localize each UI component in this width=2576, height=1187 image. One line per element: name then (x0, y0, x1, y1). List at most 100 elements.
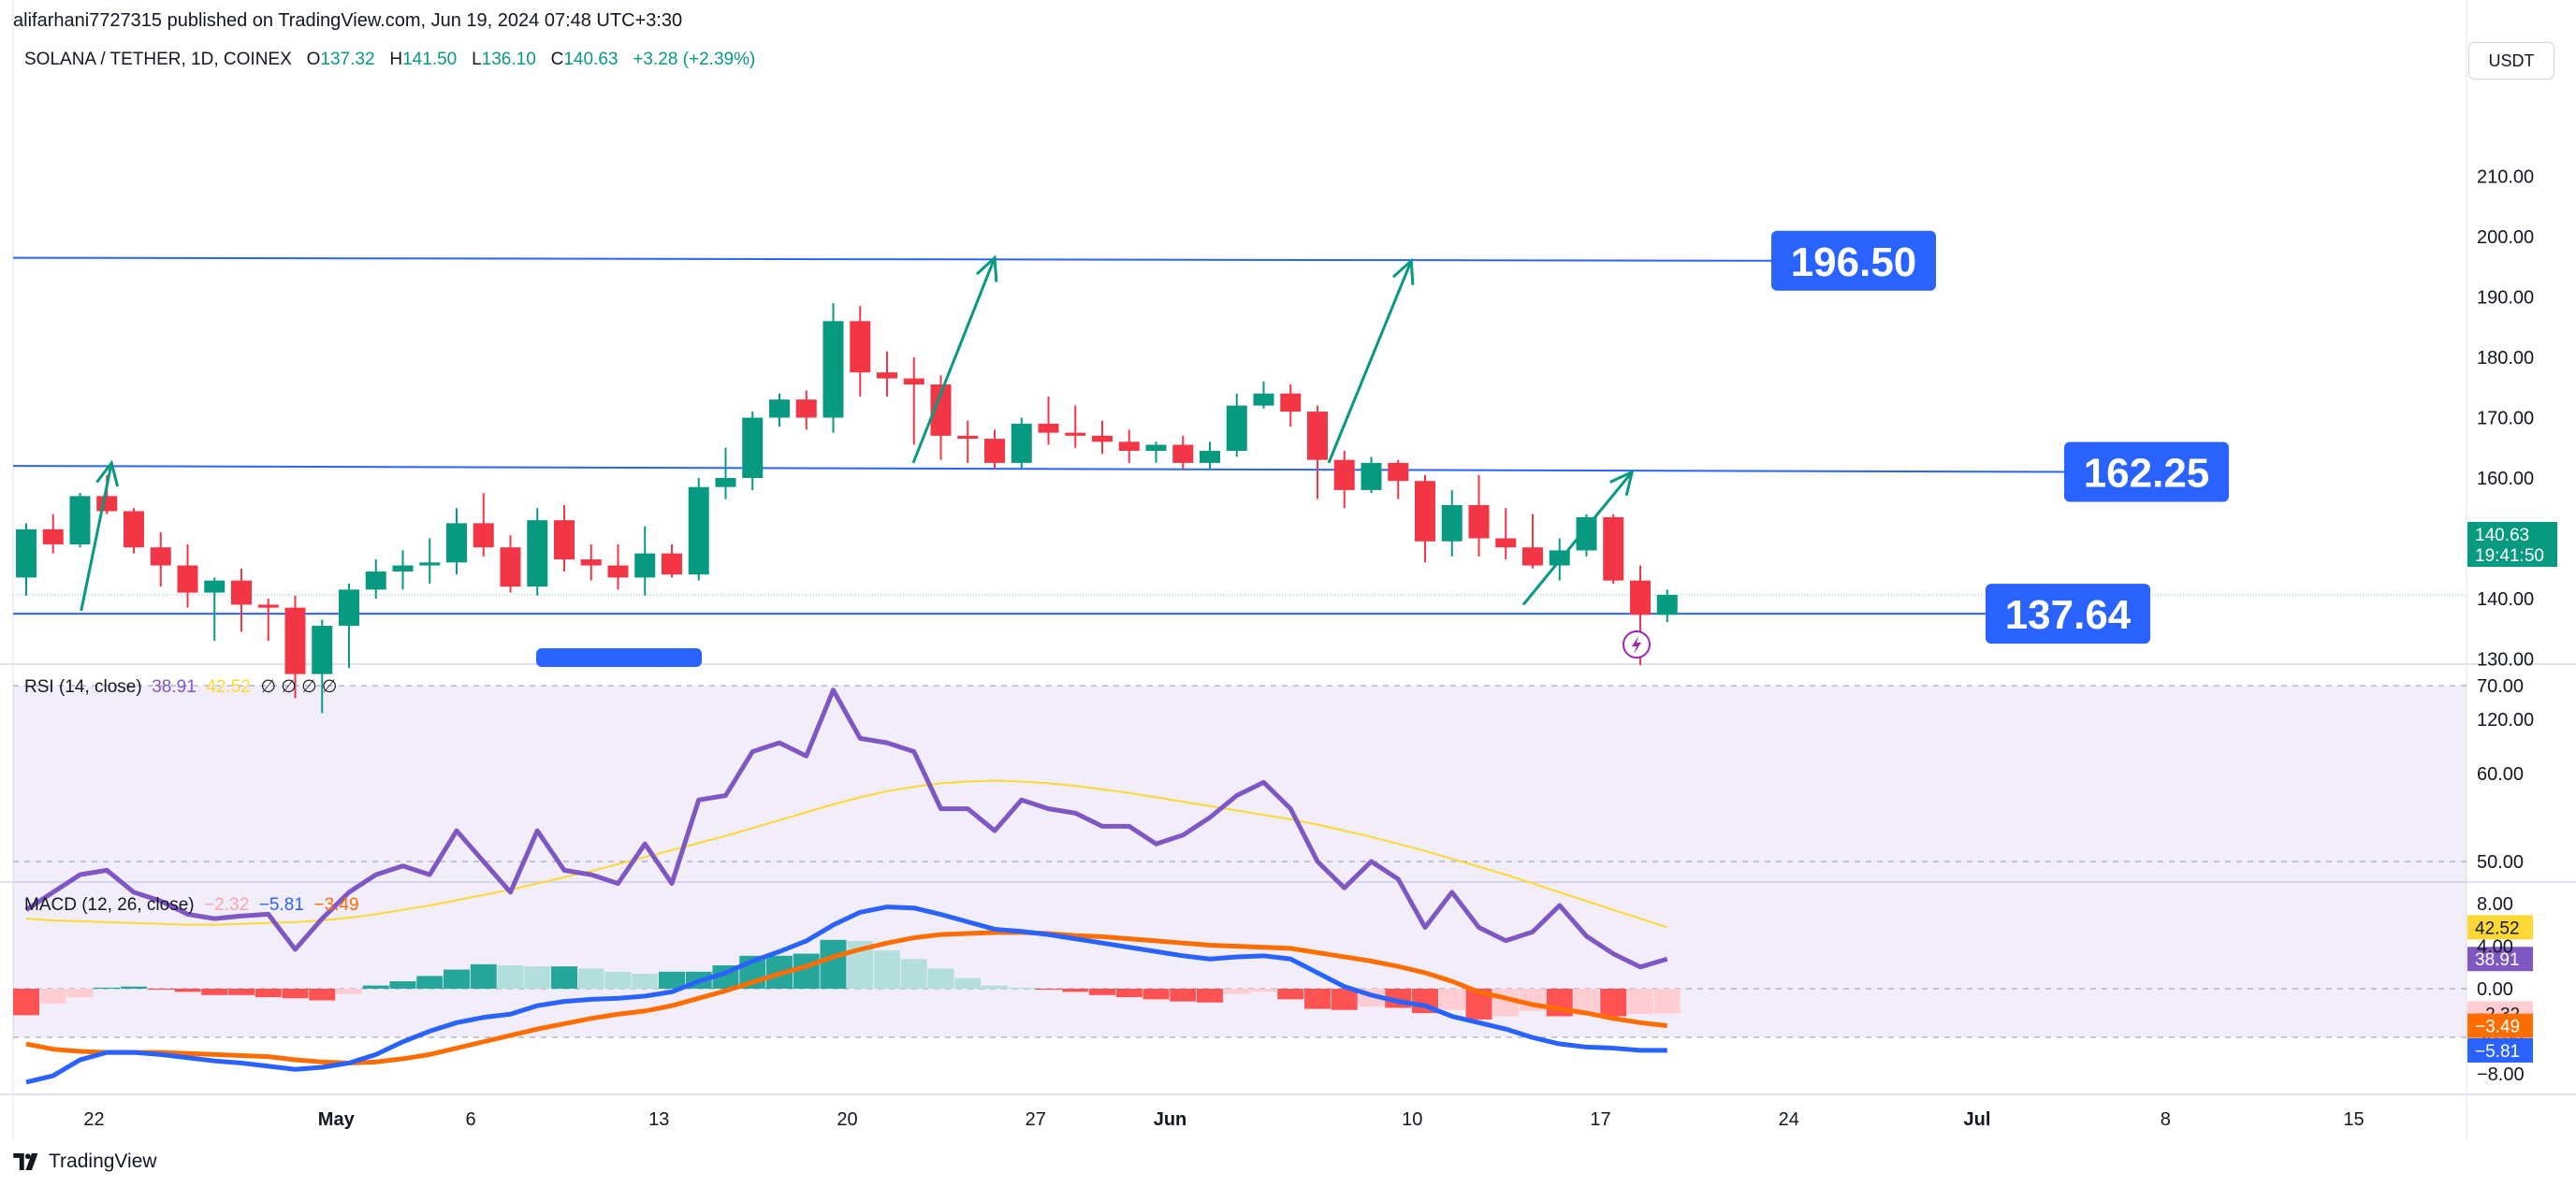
macd-histogram-bar (604, 971, 632, 989)
candle-body (257, 604, 279, 608)
candle-body (527, 520, 548, 587)
level-label-box-partial (536, 648, 702, 667)
level-label-box (2064, 442, 2229, 502)
candle-body (1333, 459, 1355, 490)
macd-legend[interactable]: MACD (12, 26, close) −2.32 −5.81 −3.49 (24, 895, 359, 916)
symbol-name[interactable]: SOLANA / TETHER, 1D, COINEX (24, 50, 292, 69)
macd-histogram-bar (1250, 989, 1277, 992)
macd-histogram-bar (201, 989, 228, 995)
price-tick-label: 140.00 (2477, 589, 2534, 610)
level-label-text: 196.50 (1791, 239, 1917, 285)
open-value: 137.32 (320, 50, 375, 69)
candle-body (204, 580, 226, 593)
macd-title: MACD (12, 26, close) (24, 895, 195, 915)
candle-body (124, 511, 144, 548)
level-label-box (1986, 584, 2150, 644)
price-tick-label: 160.00 (2477, 469, 2534, 489)
trend-arrow-head (1609, 469, 1635, 497)
macd-histogram-bar (632, 974, 659, 989)
time-tick-label: 20 (837, 1109, 857, 1130)
high-label: H (389, 50, 403, 69)
rsi-value: 38.91 (152, 677, 196, 697)
macd-histogram-bar (1062, 989, 1089, 992)
macd-histogram-bar (1170, 989, 1197, 1002)
macd-histogram-bar (13, 989, 39, 1016)
rsi-empty-values: ∅ ∅ ∅ ∅ (260, 677, 338, 697)
price-tick-label: 120.00 (2477, 710, 2534, 731)
horizontal-level-line (12, 465, 2065, 473)
candle-body (1226, 405, 1247, 451)
macd-tick-label: 8.00 (2477, 894, 2513, 915)
macd-histogram-bar (66, 989, 94, 998)
time-tick-label: 6 (465, 1109, 475, 1130)
macd-histogram-bar (147, 989, 174, 991)
candle-body (688, 486, 709, 575)
time-tick-label: Jul (1964, 1109, 1991, 1130)
rsi-tick-label: 60.00 (2477, 764, 2524, 785)
candle-body (984, 439, 1005, 463)
candle-body (1522, 547, 1543, 566)
macd-histogram-bar (1197, 989, 1223, 1003)
price-tick-label: 130.00 (2477, 650, 2534, 671)
trend-arrow-head (95, 459, 120, 487)
macd-signal-value: −3.49 (313, 895, 359, 915)
price-tick-label: 180.00 (2477, 348, 2534, 369)
rsi-badge-text: 38.91 (2475, 950, 2520, 970)
macd-histogram-bar (1035, 989, 1062, 991)
macd-tick-label: 4.00 (2477, 937, 2513, 958)
macd-histogram-bar (659, 971, 685, 989)
candle-body (1603, 516, 1624, 581)
last-price-value: 140.63 (2475, 526, 2529, 545)
candle-body (1495, 538, 1517, 548)
time-tick-label: 8 (2161, 1109, 2171, 1130)
horizontal-level-line (12, 256, 1772, 262)
candle-body (634, 553, 656, 578)
rsi-ma-badge (2467, 915, 2533, 940)
candle-body (500, 547, 521, 587)
macd-line-badge-text: −5.81 (2475, 1042, 2520, 1062)
candle-body (580, 559, 602, 566)
macd-histogram-bar (389, 981, 416, 989)
time-tick-label: 24 (1779, 1109, 1799, 1130)
macd-signal-badge-text: −3.49 (2475, 1018, 2520, 1037)
rsi-ma-badge-text: 42.52 (2475, 919, 2520, 938)
candle-body (1307, 412, 1328, 460)
candle-body (1200, 450, 1220, 463)
candle-body (1415, 481, 1435, 542)
trend-arrow-head (1391, 257, 1415, 285)
symbol-legend: SOLANA / TETHER, 1D, COINEX O137.32 H141… (24, 50, 755, 70)
time-tick-label: 27 (1026, 1109, 1046, 1130)
rsi-legend[interactable]: RSI (14, close) 38.91 42.52 ∅ ∅ ∅ ∅ (24, 676, 337, 698)
macd-histogram-bar (1438, 989, 1465, 1010)
candle-body (1038, 423, 1059, 433)
low-label: L (472, 50, 482, 69)
time-tick-label: 13 (648, 1109, 669, 1130)
macd-histogram-bar (954, 977, 982, 989)
candle-body (1361, 462, 1382, 490)
candle-body (312, 626, 333, 674)
tradingview-footer[interactable]: TradingView (13, 1151, 157, 1173)
macd-histogram-bar (1331, 989, 1358, 1010)
candle-body (231, 580, 252, 605)
candle-body (42, 528, 64, 544)
candle-body (1253, 393, 1274, 406)
macd-histogram-bar (982, 985, 1008, 989)
macd-histogram-bar (497, 965, 524, 989)
price-tick-label: 200.00 (2477, 227, 2534, 248)
candle-body (1172, 444, 1194, 463)
trend-arrow-line (80, 462, 113, 612)
macd-histogram-bar (1142, 989, 1170, 1000)
candle-body (1280, 393, 1302, 413)
trend-arrow-head (975, 254, 998, 282)
candle-body (1630, 580, 1651, 615)
rsi-title: RSI (14, close) (24, 677, 142, 697)
footer-brand: TradingView (49, 1151, 157, 1172)
currency-button[interactable]: USDT (2468, 42, 2554, 80)
macd-histogram-bar (470, 963, 497, 989)
macd-signal-badge (2467, 1013, 2533, 1038)
candle-body (930, 384, 952, 436)
price-tick-label: 170.00 (2477, 409, 2534, 429)
macd-histogram-bar (1653, 989, 1681, 1014)
macd-histogram-bar (309, 989, 336, 1001)
